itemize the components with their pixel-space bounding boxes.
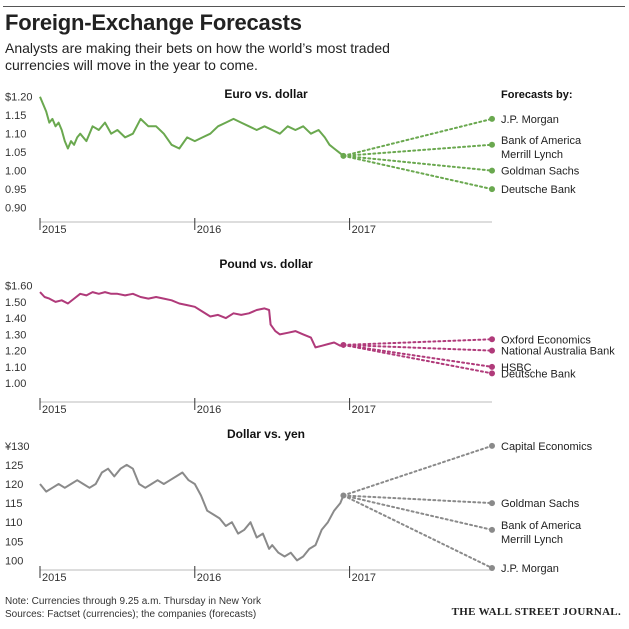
panel-2-y-tick-label: 1.50	[5, 297, 26, 309]
panel-2-forecast-line	[342, 343, 493, 375]
panel-3-y-tick-label: 120	[5, 479, 23, 491]
panel-1-x-tick-label: 2017	[352, 224, 376, 236]
panel-3-forecast-line	[342, 494, 493, 531]
panel-3-forecast-label: J.P. Morgan	[501, 563, 559, 575]
panel-2-y-tick-label: 1.00	[5, 378, 26, 390]
panel-1-y-tick-label: $1.20	[5, 92, 33, 104]
panel-3-forecast-point	[489, 526, 495, 533]
panel-3-forecast-point	[489, 565, 495, 571]
panel-1-forecast-label: Deutsche Bank	[501, 184, 576, 196]
panel-2-forecast-label: Oxford Economics	[501, 334, 591, 346]
panel-3-y-tick-label: 125	[5, 460, 23, 472]
panel-2-forecast-line	[342, 343, 493, 352]
panel-3-forecast-line	[342, 444, 493, 497]
panel-3-forecast-label: Capital Economics	[501, 441, 593, 453]
panel-1-forecast-label: Bank of America	[501, 135, 582, 147]
footnote-sources: Sources: Factset (currencies); the compa…	[5, 609, 257, 620]
panel-1-forecast-line	[342, 154, 493, 191]
panel-2-y-tick-label: 1.40	[5, 313, 26, 325]
panel-3-y-tick-label: 100	[5, 555, 23, 567]
panel-1-forecast-label: Merrill Lynch	[501, 149, 563, 161]
panel-1-forecast-point	[489, 141, 495, 148]
panel-3-x-tick-label: 2016	[197, 572, 221, 584]
panel-1-forecast-line	[342, 117, 493, 157]
panel-2-forecast-point	[489, 363, 495, 370]
panel-2-y-tick-label: 1.20	[5, 346, 26, 358]
panel-3-y-tick-label: ¥130	[4, 441, 29, 453]
panel-2-x-tick-label: 2017	[352, 404, 376, 416]
panel-2-forecast-line	[342, 338, 493, 346]
panel-3-forecast-label: Goldman Sachs	[501, 498, 580, 510]
panel-3-x-tick-label: 2015	[42, 572, 66, 584]
forecasts-heading: Forecasts by:	[501, 89, 573, 101]
panel-2-title: Pound vs. dollar	[219, 257, 313, 271]
panel-1-x-tick-label: 2015	[42, 224, 66, 236]
panel-1-forecast-line	[342, 154, 493, 172]
panel-1-forecast-point	[489, 115, 495, 122]
panel-1-forecast-point	[489, 167, 495, 174]
panel-2-x-tick-label: 2016	[197, 404, 221, 416]
panel-2-forecast-point	[489, 370, 495, 377]
footnote-note: Note: Currencies through 9.25 a.m. Thurs…	[5, 596, 262, 607]
panel-2-forecast-point	[489, 347, 495, 354]
panel-1-y-tick-label: 0.90	[5, 203, 26, 215]
panel-1-y-tick-label: 1.00	[5, 166, 26, 178]
panel-2-x-tick-label: 2015	[42, 404, 66, 416]
page-title: Foreign-Exchange Forecasts	[5, 10, 302, 35]
panel-3-forecast-label: Merrill Lynch	[501, 534, 563, 546]
panel-1-forecast-point	[489, 186, 495, 193]
panel-2-forecast-label: HSBC	[501, 362, 532, 374]
publication-brand: THE WALL STREET JOURNAL.	[451, 606, 621, 618]
panel-3-forecast-label: Bank of America	[501, 520, 582, 532]
panel-1-y-tick-label: 1.05	[5, 147, 26, 159]
panel-2-y-tick-label: $1.60	[5, 281, 33, 293]
panel-3-forecast-line	[342, 494, 493, 569]
panel-1-y-tick-label: 1.15	[5, 110, 26, 122]
top-rule	[3, 6, 625, 7]
panel-3-forecast-point	[489, 442, 495, 449]
panel-3-history-line	[39, 463, 345, 562]
panel-3-forecast-point	[489, 500, 495, 507]
panel-1-forecast-label: J.P. Morgan	[501, 114, 559, 126]
panel-2-forecast-label: Deutsche Bank	[501, 368, 576, 380]
panel-2-forecast-line	[342, 343, 493, 368]
panel-1-x-tick-label: 2016	[197, 224, 221, 236]
panel-2-y-tick-label: 1.10	[5, 362, 26, 374]
panel-3-title: Dollar vs. yen	[227, 427, 305, 441]
panel-2-history-line	[39, 291, 344, 349]
panel-1-y-tick-label: 1.10	[5, 129, 26, 141]
panel-2-forecast-label: National Australia Bank	[501, 346, 615, 358]
panel-3-y-tick-label: 110	[5, 517, 23, 529]
panel-3-forecast-line	[342, 494, 493, 505]
panel-2-y-tick-label: 1.30	[5, 329, 26, 341]
panel-1-history-line	[39, 96, 345, 157]
panel-2-forecast-point	[489, 336, 495, 343]
panel-1-title: Euro vs. dollar	[224, 87, 308, 101]
panel-3-x-tick-label: 2017	[352, 572, 376, 584]
panel-1-forecast-label: Goldman Sachs	[501, 166, 580, 178]
panel-3-y-tick-label: 105	[5, 536, 23, 548]
panel-1-forecast-line	[342, 143, 493, 157]
panel-3-y-tick-label: 115	[5, 498, 23, 510]
panel-1-y-tick-label: 0.95	[5, 184, 26, 196]
page-subtitle: Analysts are making their bets on how th…	[5, 40, 390, 73]
